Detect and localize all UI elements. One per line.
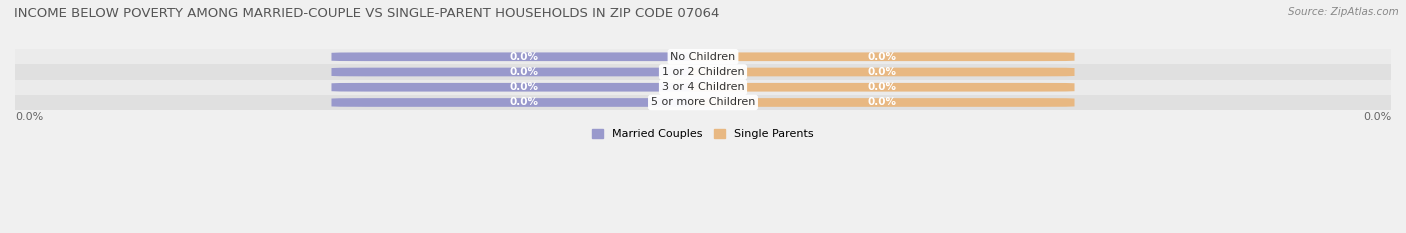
Text: 5 or more Children: 5 or more Children: [651, 97, 755, 107]
FancyBboxPatch shape: [332, 83, 717, 92]
Text: 0.0%: 0.0%: [1362, 112, 1391, 122]
FancyBboxPatch shape: [689, 52, 1074, 61]
Text: 0.0%: 0.0%: [868, 52, 897, 62]
Text: 0.0%: 0.0%: [868, 67, 897, 77]
Text: 0.0%: 0.0%: [509, 97, 538, 107]
FancyBboxPatch shape: [689, 98, 1074, 107]
Bar: [15, 80, 1391, 95]
Text: 0.0%: 0.0%: [509, 82, 538, 92]
Bar: [15, 95, 1391, 110]
Text: INCOME BELOW POVERTY AMONG MARRIED-COUPLE VS SINGLE-PARENT HOUSEHOLDS IN ZIP COD: INCOME BELOW POVERTY AMONG MARRIED-COUPL…: [14, 7, 720, 20]
FancyBboxPatch shape: [689, 68, 1074, 76]
FancyBboxPatch shape: [332, 52, 717, 61]
Text: 1 or 2 Children: 1 or 2 Children: [662, 67, 744, 77]
Text: Source: ZipAtlas.com: Source: ZipAtlas.com: [1288, 7, 1399, 17]
Text: 0.0%: 0.0%: [509, 67, 538, 77]
FancyBboxPatch shape: [332, 98, 717, 107]
Legend: Married Couples, Single Parents: Married Couples, Single Parents: [592, 129, 814, 139]
Text: 3 or 4 Children: 3 or 4 Children: [662, 82, 744, 92]
FancyBboxPatch shape: [689, 83, 1074, 92]
Text: 0.0%: 0.0%: [868, 82, 897, 92]
Text: 0.0%: 0.0%: [15, 112, 44, 122]
Bar: [15, 64, 1391, 80]
Text: No Children: No Children: [671, 52, 735, 62]
Text: 0.0%: 0.0%: [868, 97, 897, 107]
Text: 0.0%: 0.0%: [509, 52, 538, 62]
Bar: [15, 49, 1391, 64]
FancyBboxPatch shape: [332, 68, 717, 76]
